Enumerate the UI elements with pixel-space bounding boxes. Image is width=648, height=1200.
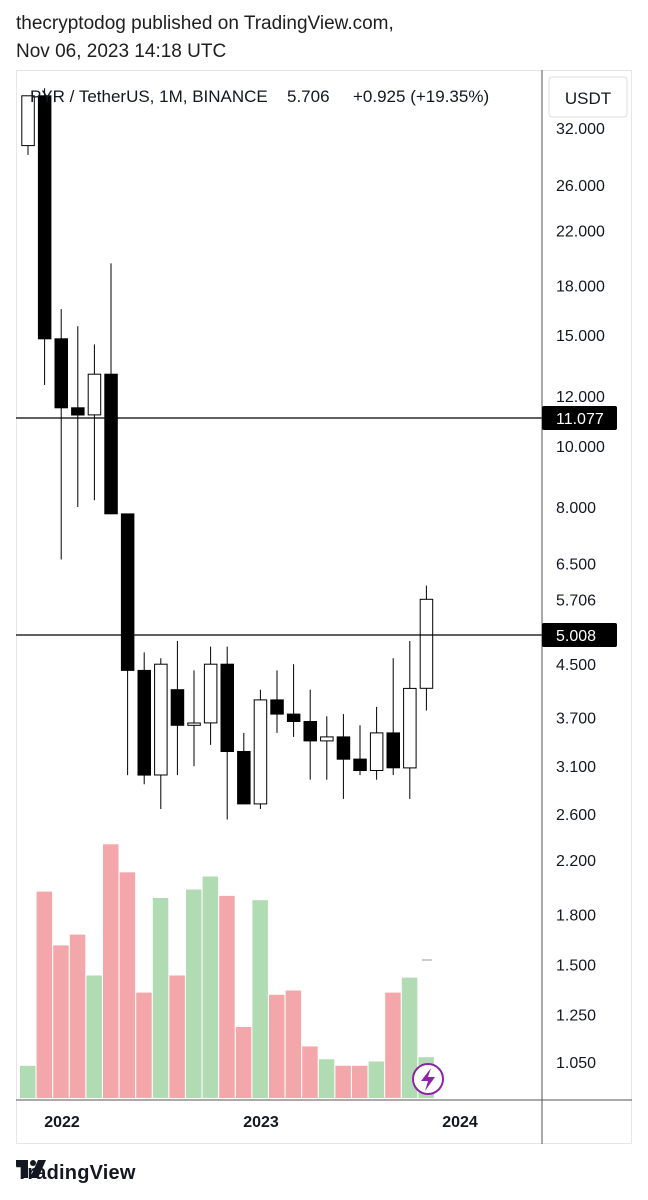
candle-body[interactable] [386, 732, 400, 769]
y-tick-label: 2.600 [556, 807, 596, 824]
price-label: 5.008 [556, 628, 596, 645]
candle-body[interactable] [37, 95, 52, 340]
x-tick-label: 2024 [442, 1114, 478, 1131]
volume-bar [20, 1065, 36, 1099]
y-tick-label: 12.000 [556, 389, 605, 406]
tradingview-footer[interactable]: TradingView [16, 1158, 136, 1188]
candle-body[interactable] [419, 598, 434, 689]
volume-bar [285, 990, 302, 1098]
price-label-bg [542, 406, 617, 430]
candle-body[interactable] [54, 338, 68, 409]
volume-bar [252, 900, 268, 1098]
legend-symbol: PYR / TetherUS, 1M, BINANCE [30, 87, 268, 106]
volume-bar [219, 895, 235, 1098]
tradingview-logo-icon [16, 1160, 46, 1178]
volume-bar [53, 945, 69, 1099]
y-tick-label: 26.000 [556, 178, 605, 195]
candle-layer [21, 88, 434, 820]
volume-bar [152, 898, 169, 1098]
y-tick-label: 1.800 [556, 908, 596, 925]
candle-body[interactable] [303, 721, 317, 742]
y-tick-label: 1.500 [556, 958, 596, 975]
x-tick-label: 2022 [44, 1114, 80, 1131]
volume-bar [269, 994, 285, 1098]
candle-body[interactable] [220, 663, 234, 753]
volume-bar [318, 1059, 335, 1098]
candle-body[interactable] [104, 373, 118, 515]
volume-bar [352, 1065, 368, 1099]
volume-bar [136, 992, 152, 1098]
volume-bar [235, 1027, 252, 1098]
candle-body[interactable] [120, 513, 135, 671]
legend-change: +0.925 (+19.35%) [353, 87, 489, 106]
bolt-icon-glyph [421, 1068, 435, 1091]
chart-frame [16, 70, 632, 1144]
y-tick-label: 4.500 [556, 657, 596, 674]
price-label-bg [542, 623, 617, 647]
volume-bar [401, 977, 418, 1098]
horizontal-lines [16, 417, 542, 636]
candle-body[interactable] [369, 732, 384, 772]
y-tick-label: 1.250 [556, 1007, 596, 1024]
volume-bar [119, 872, 136, 1099]
candle-body[interactable] [253, 699, 268, 805]
publish-header: thecryptodog published on TradingView.co… [16, 10, 394, 66]
volume-bar [335, 1065, 351, 1099]
price-label: 5.706 [556, 592, 596, 609]
candle-body[interactable] [286, 713, 301, 722]
candle-body[interactable] [154, 663, 168, 776]
time-axis: 2022 2023 2024 [44, 1114, 478, 1131]
currency-button-label: USDT [565, 89, 611, 108]
candle-body[interactable] [87, 373, 102, 416]
volume-bar [385, 992, 401, 1098]
price-label-bg [543, 585, 617, 610]
y-tick-label: 18.000 [556, 278, 605, 295]
volume-bar [186, 889, 202, 1098]
y-tick-label: 32.000 [556, 121, 605, 138]
volume-bar [36, 891, 53, 1098]
volume-bar [69, 934, 86, 1098]
y-tick-label: 3.700 [556, 711, 596, 728]
y-tick-label: 10.000 [556, 439, 605, 456]
y-tick-label: 1.050 [556, 1055, 596, 1072]
volume-bar [202, 876, 219, 1098]
price-axis: 32.000 26.000 22.000 18.000 15.000 12.000 10.0… [16, 70, 632, 1144]
candle-body[interactable] [320, 736, 334, 742]
price-label: 11.077 [556, 411, 604, 428]
volume-layer [20, 844, 434, 1099]
candle-body[interactable] [170, 689, 185, 726]
y-tick-label: 6.500 [556, 557, 596, 574]
publisher-line: thecryptodog published on TradingView.co… [16, 13, 394, 34]
candle-body[interactable] [353, 758, 367, 771]
y-tick-label: 8.000 [556, 500, 596, 517]
currency-button[interactable] [548, 76, 628, 118]
candle-body[interactable] [71, 407, 85, 416]
candle-body[interactable] [137, 669, 151, 776]
candle-body[interactable] [270, 699, 284, 715]
candle-body[interactable] [187, 722, 201, 726]
candle-body[interactable] [237, 751, 251, 805]
publish-date: Nov 06, 2023 14:18 UTC [16, 41, 227, 62]
y-tick-label: 15.000 [556, 328, 605, 345]
candle-body[interactable] [21, 95, 35, 147]
volume-bar [169, 975, 185, 1098]
tradingview-brand: TradingView [16, 1161, 136, 1184]
volume-bar [368, 1061, 385, 1098]
x-tick-label: 2023 [243, 1114, 279, 1131]
volume-bar [302, 1046, 318, 1098]
candle-body[interactable] [403, 687, 417, 769]
volume-bar [86, 975, 102, 1098]
y-tick-label: 2.200 [556, 853, 596, 870]
candle-body[interactable] [203, 663, 218, 724]
volume-bar [103, 844, 119, 1098]
legend-price: 5.706 [287, 87, 330, 106]
y-tick-label: 3.100 [556, 759, 596, 776]
candle-body[interactable] [336, 736, 351, 760]
y-tick-label: 22.000 [556, 223, 605, 240]
